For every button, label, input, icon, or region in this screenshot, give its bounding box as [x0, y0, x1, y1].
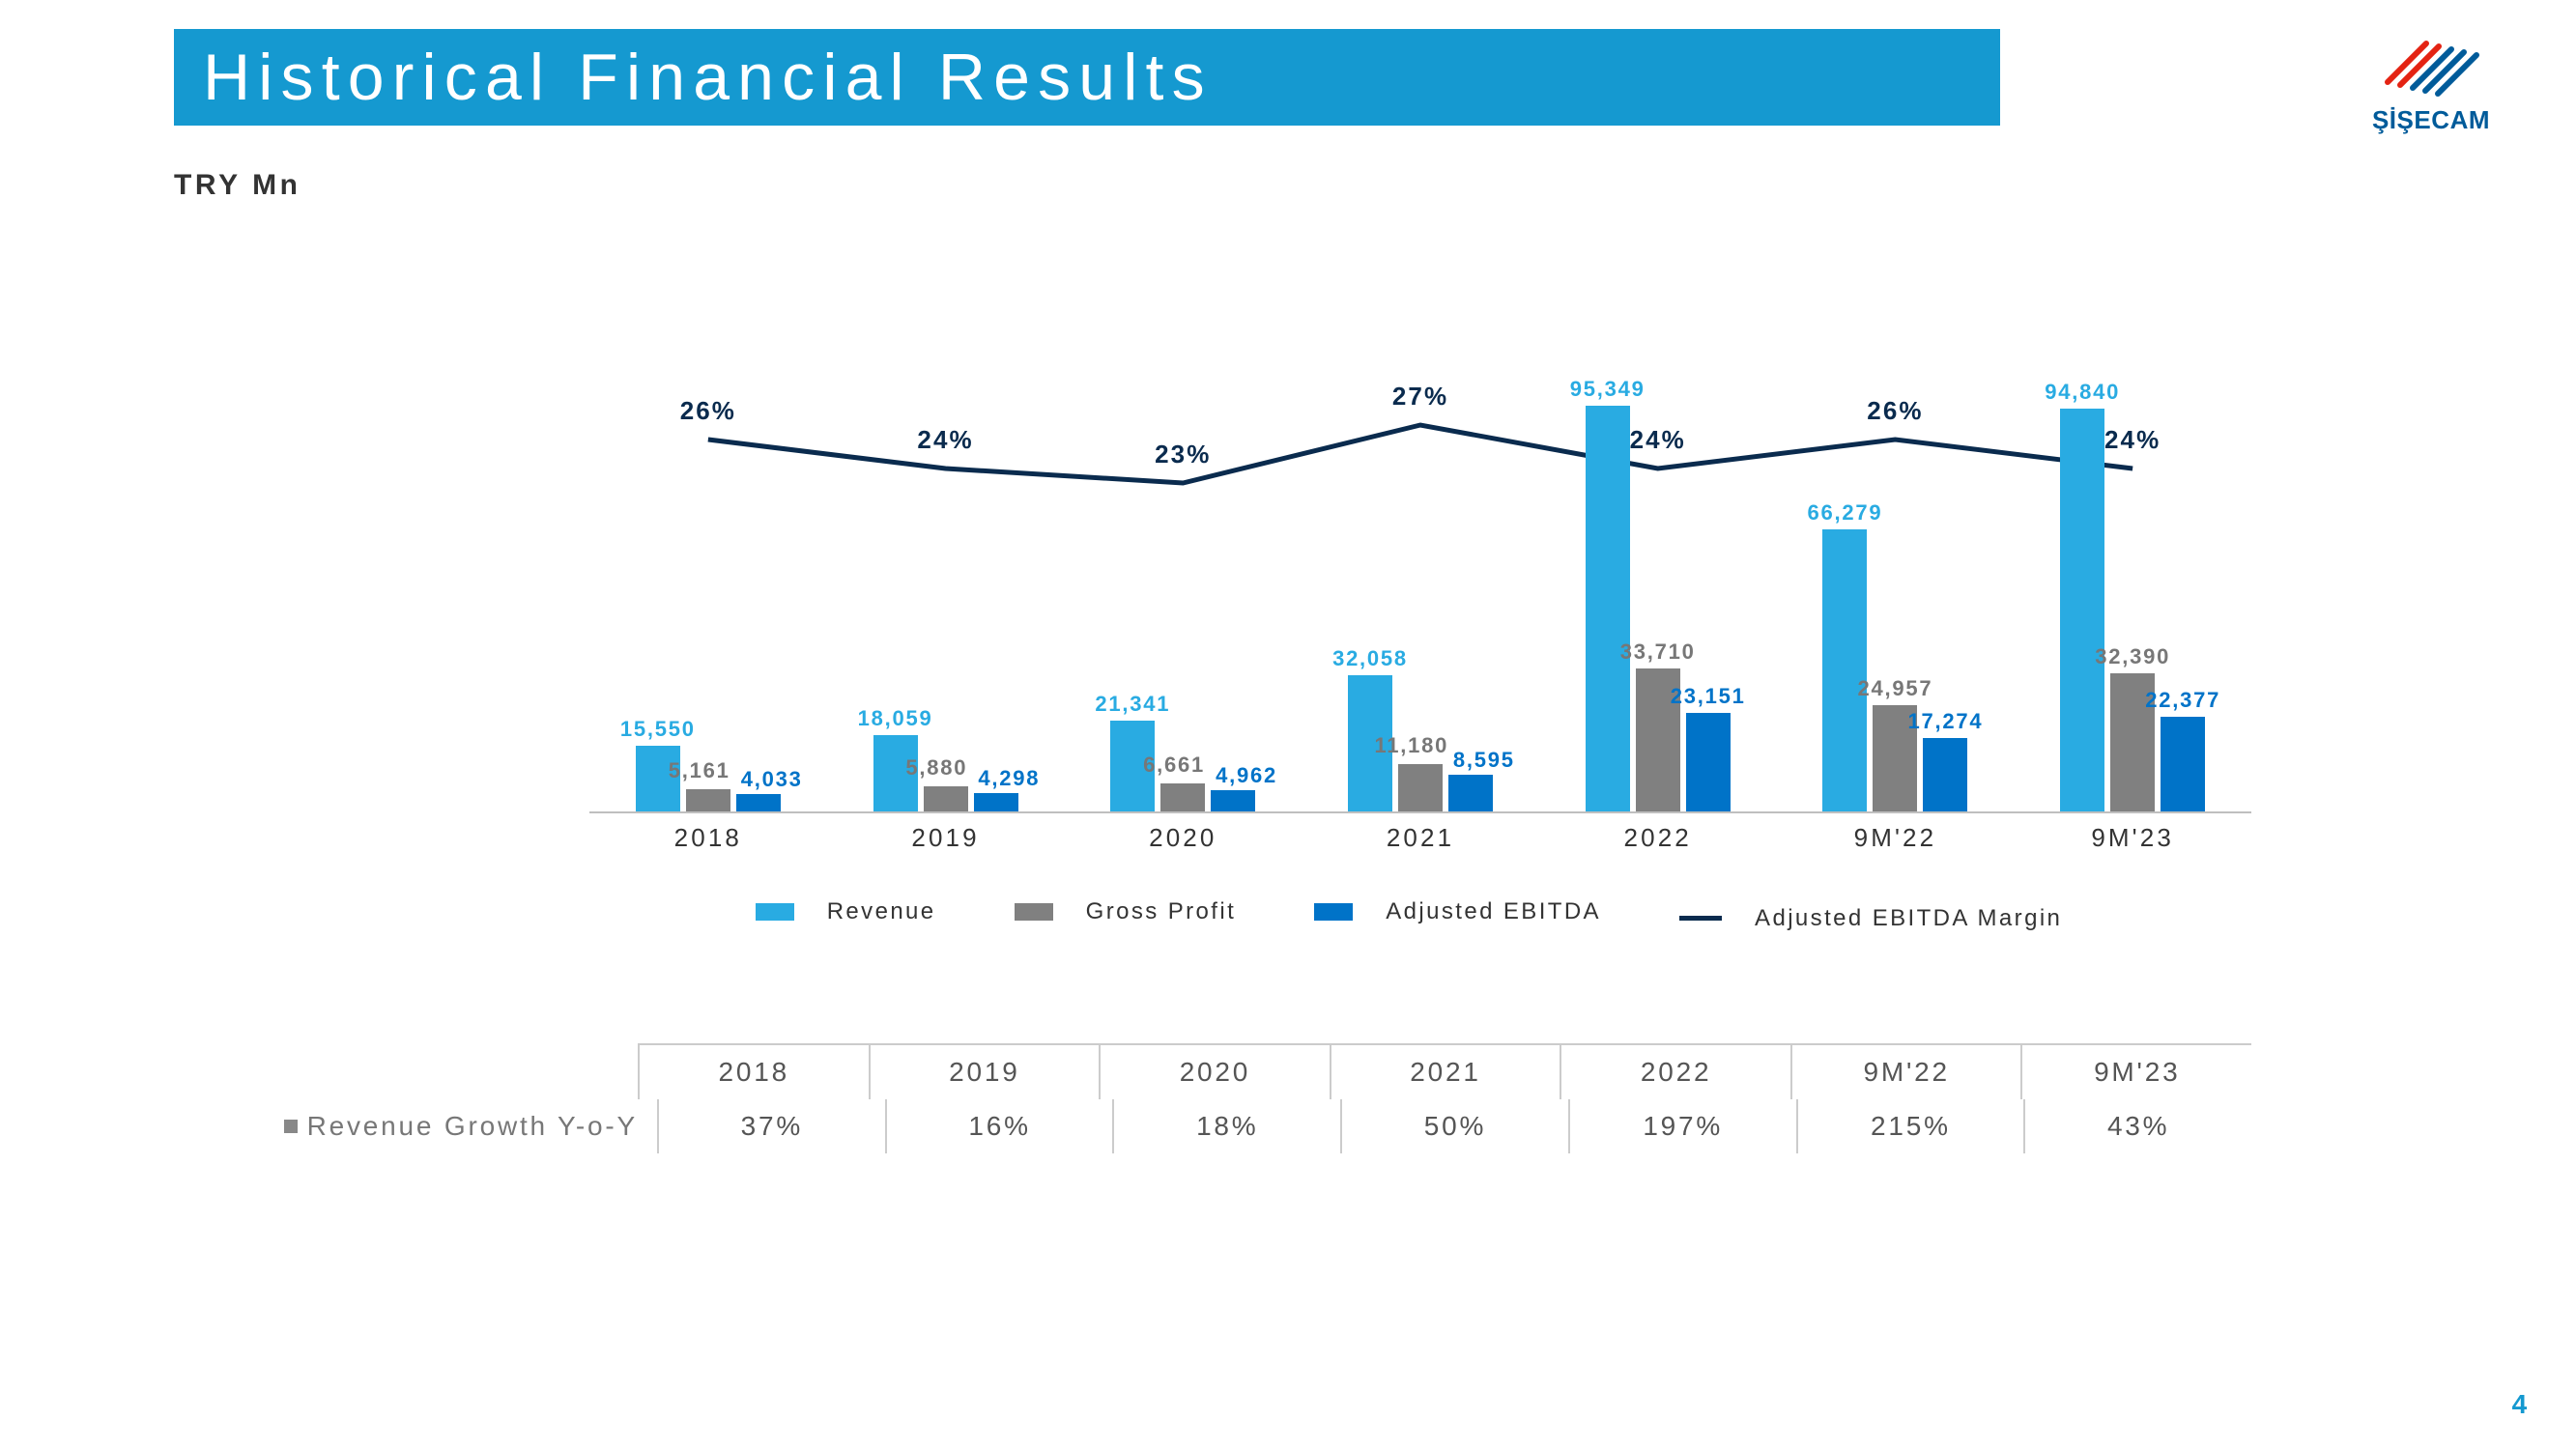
bar: 5,880: [924, 786, 968, 811]
bar-value-label: 32,058: [1332, 646, 1408, 671]
bar-value-label: 95,349: [1570, 377, 1646, 402]
logo-text: ŞİŞECAM: [2354, 105, 2508, 135]
bar-value-label: 23,151: [1671, 684, 1746, 709]
bar: 22,377: [2161, 717, 2205, 811]
growth-year-header: 2019: [869, 1043, 1100, 1099]
bar-value-label: 22,377: [2145, 688, 2220, 713]
bar: 6,661: [1160, 783, 1205, 811]
page-title: Historical Financial Results: [203, 41, 1213, 114]
growth-year-header: 9M'23: [2020, 1043, 2251, 1099]
page-title-bar: Historical Financial Results: [174, 29, 2000, 126]
bar: 4,298: [974, 793, 1018, 811]
growth-value-cell: 16%: [885, 1099, 1113, 1153]
bar: 23,151: [1686, 713, 1731, 811]
bar-value-label: 17,274: [1907, 709, 1983, 734]
bar-value-label: 94,840: [2045, 380, 2120, 405]
page-number: 4: [2512, 1389, 2528, 1420]
bar-value-label: 5,880: [905, 755, 967, 781]
bar-value-label: 21,341: [1095, 692, 1170, 717]
growth-value-cell: 215%: [1796, 1099, 2024, 1153]
ebitda-margin-label: 27%: [1392, 382, 1448, 412]
financial-chart: 15,550 5,161 4,033 18,059 5,880 4,298 21,341 6,…: [589, 386, 2251, 811]
growth-year-header: 9M'22: [1790, 1043, 2021, 1099]
bar-value-label: 32,390: [2095, 644, 2170, 669]
bar-value-label: 4,033: [741, 767, 803, 792]
category-label: 9M'22: [1777, 823, 2014, 853]
bar: 4,033: [736, 794, 781, 811]
growth-value-cell: 18%: [1112, 1099, 1340, 1153]
bar: 95,349: [1586, 406, 1630, 811]
bar: 17,274: [1923, 738, 1967, 811]
growth-value-cell: 197%: [1568, 1099, 1796, 1153]
bar-value-label: 8,595: [1453, 748, 1515, 773]
growth-year-header: 2018: [638, 1043, 869, 1099]
ebitda-margin-label: 24%: [1630, 425, 1686, 455]
bar: 5,161: [686, 789, 730, 811]
legend-gross-profit: Gross Profit: [1015, 898, 1260, 925]
bar-value-label: 15,550: [620, 717, 696, 742]
bar: 66,279: [1822, 529, 1867, 811]
subtitle: TRY Mn: [174, 169, 301, 202]
bar: 11,180: [1398, 764, 1443, 811]
bar-value-label: 4,298: [978, 766, 1040, 791]
ebitda-margin-label: 26%: [1867, 396, 1923, 426]
growth-row-label: Revenue Growth Y-o-Y: [174, 1099, 657, 1153]
ebitda-margin-label: 24%: [2104, 425, 2161, 455]
bar-value-label: 66,279: [1807, 500, 1882, 526]
bar-value-label: 18,059: [858, 706, 933, 731]
growth-year-header: 2022: [1560, 1043, 1790, 1099]
growth-value-cell: 50%: [1340, 1099, 1568, 1153]
bar-value-label: 4,962: [1216, 763, 1277, 788]
growth-value-cell: 43%: [2023, 1099, 2251, 1153]
bar: 4,962: [1211, 790, 1255, 811]
ebitda-margin-label: 26%: [680, 396, 736, 426]
bar: 94,840: [2060, 409, 2104, 811]
bar-value-label: 6,661: [1143, 753, 1205, 778]
legend-revenue: Revenue: [756, 898, 959, 925]
chart-baseline: [589, 811, 2251, 813]
category-label: 9M'23: [2015, 823, 2251, 853]
category-label: 2022: [1539, 823, 1776, 853]
category-label: 2020: [1065, 823, 1302, 853]
growth-year-header: 2021: [1330, 1043, 1560, 1099]
revenue-growth-table: 201820192020202120229M'229M'23 Revenue G…: [174, 1043, 2251, 1153]
category-label: 2018: [589, 823, 826, 853]
bar-value-label: 5,161: [669, 758, 730, 783]
category-label: 2021: [1302, 823, 1539, 853]
growth-year-header: 2020: [1099, 1043, 1330, 1099]
bar-value-label: 24,957: [1857, 676, 1932, 701]
growth-value-cell: 37%: [657, 1099, 885, 1153]
category-label: 2019: [827, 823, 1064, 853]
ebitda-margin-label: 24%: [917, 425, 973, 455]
bar-value-label: 33,710: [1620, 639, 1696, 665]
logo-icon: [2373, 29, 2489, 97]
legend-adj-ebitda: Adjusted EBITDA: [1314, 898, 1624, 925]
bar-value-label: 11,180: [1374, 733, 1448, 758]
chart-legend: Revenue Gross Profit Adjusted EBITDA Adj…: [589, 898, 2251, 932]
bar: 8,595: [1448, 775, 1493, 811]
company-logo: ŞİŞECAM: [2354, 29, 2508, 135]
legend-ebitda-margin: Adjusted EBITDA Margin: [1679, 905, 2085, 932]
ebitda-margin-label: 23%: [1155, 440, 1211, 469]
